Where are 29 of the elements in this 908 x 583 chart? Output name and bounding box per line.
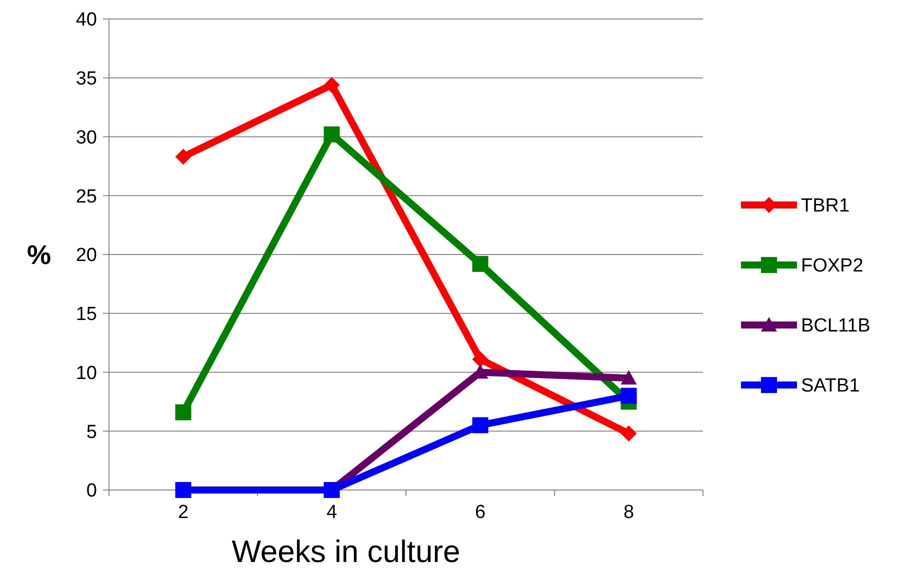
point xyxy=(175,482,192,498)
point xyxy=(620,388,637,404)
legend-label: FOXP2 xyxy=(801,256,864,277)
point xyxy=(324,126,340,142)
y-tick-label: 0 xyxy=(86,480,97,502)
x-tick-label: 2 xyxy=(178,502,189,523)
x-tick-label: 4 xyxy=(326,502,338,523)
y-axis-title: % xyxy=(26,240,52,270)
point xyxy=(472,417,488,434)
point xyxy=(620,425,637,442)
y-tick-label: 35 xyxy=(76,68,97,90)
legend-label: SATB1 xyxy=(801,376,860,397)
y-tick-label: 15 xyxy=(76,304,97,326)
y-tick-label: 40 xyxy=(76,10,97,31)
x-tick-label: 8 xyxy=(623,502,634,523)
y-tick-label: 5 xyxy=(86,422,97,443)
point xyxy=(324,76,340,93)
y-tick-label: 30 xyxy=(76,127,97,148)
y-tick-label: 25 xyxy=(76,186,97,208)
x-axis-title: Weeks in culture xyxy=(232,534,460,569)
point xyxy=(472,256,488,272)
legend-label: TBR1 xyxy=(801,196,850,217)
point xyxy=(175,148,192,165)
point xyxy=(175,404,192,420)
y-tick-label: 20 xyxy=(76,245,97,266)
legend-label: BCL11B xyxy=(801,316,870,337)
point xyxy=(472,351,488,368)
x-tick-label: 6 xyxy=(474,502,486,523)
y-tick-label: 10 xyxy=(76,362,97,384)
